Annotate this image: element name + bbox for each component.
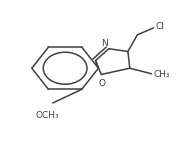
Text: O: O: [99, 79, 106, 88]
Text: N: N: [101, 39, 108, 48]
Text: CH₃: CH₃: [154, 70, 170, 79]
Text: OCH₃: OCH₃: [35, 111, 59, 120]
Text: Cl: Cl: [156, 22, 165, 31]
